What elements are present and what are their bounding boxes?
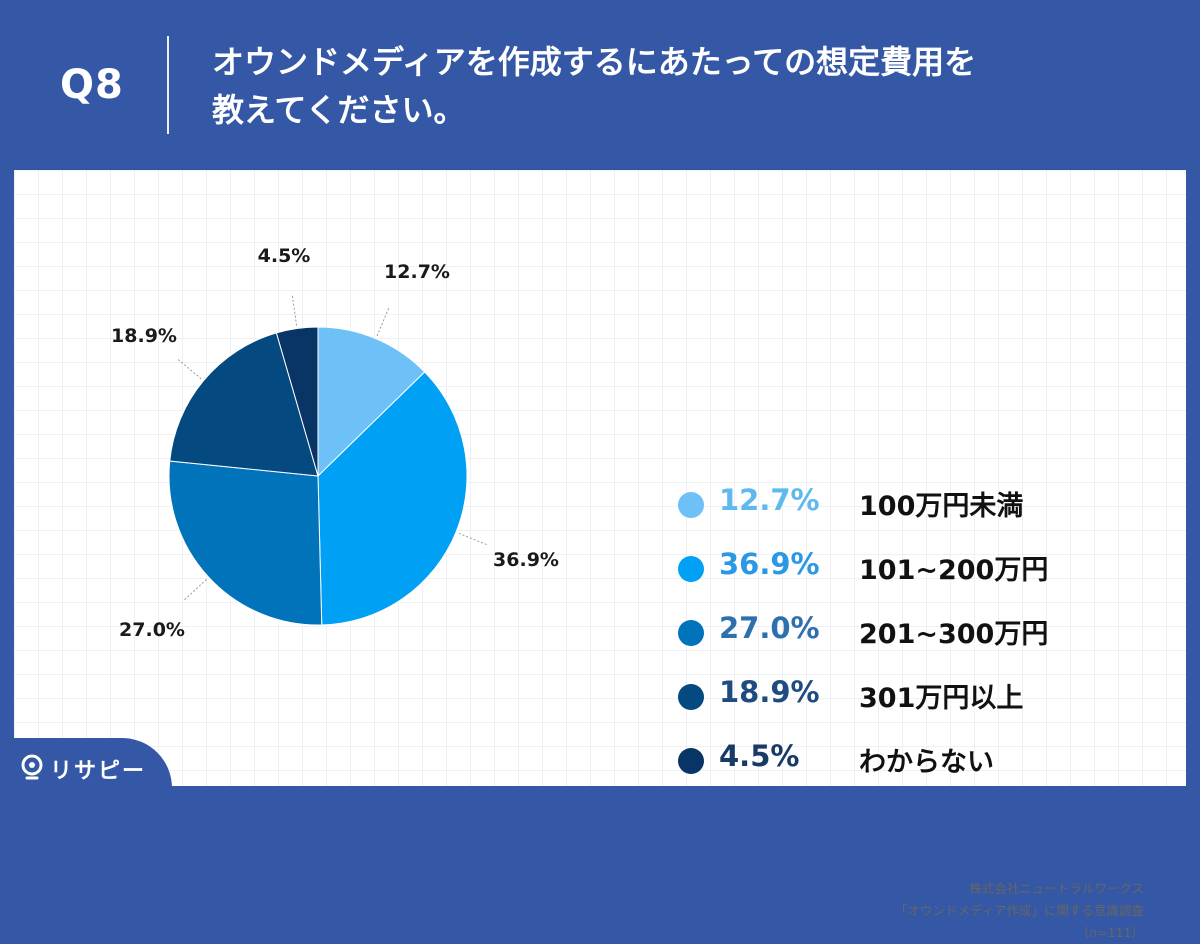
question-number: Q8 [60,62,124,108]
brand-logo-text: リサピー [50,759,147,784]
leader-line-3 [183,578,207,601]
brand-tab [0,738,172,800]
legend-percent: 36.9% [719,547,820,581]
source-company: 株式会社ニュートラルワークス [969,881,1144,896]
leader-line-5 [291,294,298,326]
legend-swatch [678,556,704,582]
legend-percent: 18.9% [719,675,820,709]
chart-panel: 12.7% 36.9% 27.0% 18.9% 4.5% 12.7% 100万円未満 36.… [14,170,1186,940]
legend-swatch [678,620,704,646]
leader-line-4 [177,358,202,380]
pie-slice-4 [169,332,319,477]
header-divider [167,36,169,134]
source-sample-size: （n=111） [1076,925,1144,940]
legend-category: 100万円未満 [859,491,1024,522]
pie-slice-1 [317,326,426,478]
question-title: オウンドメディアを作成するにあたっての想定費用を 教えてください。 [212,38,1112,134]
pie-chart: 12.7% 36.9% 27.0% 18.9% 4.5% [111,245,559,641]
pie-value-label-3: 27.0% [119,619,185,641]
legend-swatch [678,748,704,774]
source-survey: 「オウンドメディア作成」に関する意識調査 [894,903,1144,918]
pie-value-label-4: 18.9% [111,325,177,347]
header: Q8 オウンドメディアを作成するにあたっての想定費用を 教えてください。 [0,0,1200,170]
pie-slice-2 [317,371,468,626]
legend-category: 301万円以上 [859,683,1024,714]
legend-percent: 27.0% [719,611,820,645]
pie-slice-5 [275,326,319,477]
legend-swatch [678,684,704,710]
pie-value-label-5: 4.5% [258,245,311,267]
legend-percent: 4.5% [719,739,800,773]
leader-line-2 [458,532,488,546]
title-line-1: オウンドメディアを作成するにあたっての想定費用を [212,43,977,81]
location-pin-icon [21,754,43,780]
legend-category: わからない [859,747,994,778]
pie-slice-3 [168,460,323,626]
legend-category: 201~300万円 [859,619,1049,650]
source-note: 株式会社ニュートラルワークス 「オウンドメディア作成」に関する意識調査 （n=1… [895,878,1144,944]
legend-category: 101~200万円 [859,555,1049,586]
leader-line-1 [376,307,390,337]
legend-swatch [678,492,704,518]
title-line-2: 教えてください。 [212,91,466,129]
pie-value-label-1: 12.7% [384,261,450,283]
pie-value-label-2: 36.9% [493,549,559,571]
legend-percent: 12.7% [719,483,820,517]
